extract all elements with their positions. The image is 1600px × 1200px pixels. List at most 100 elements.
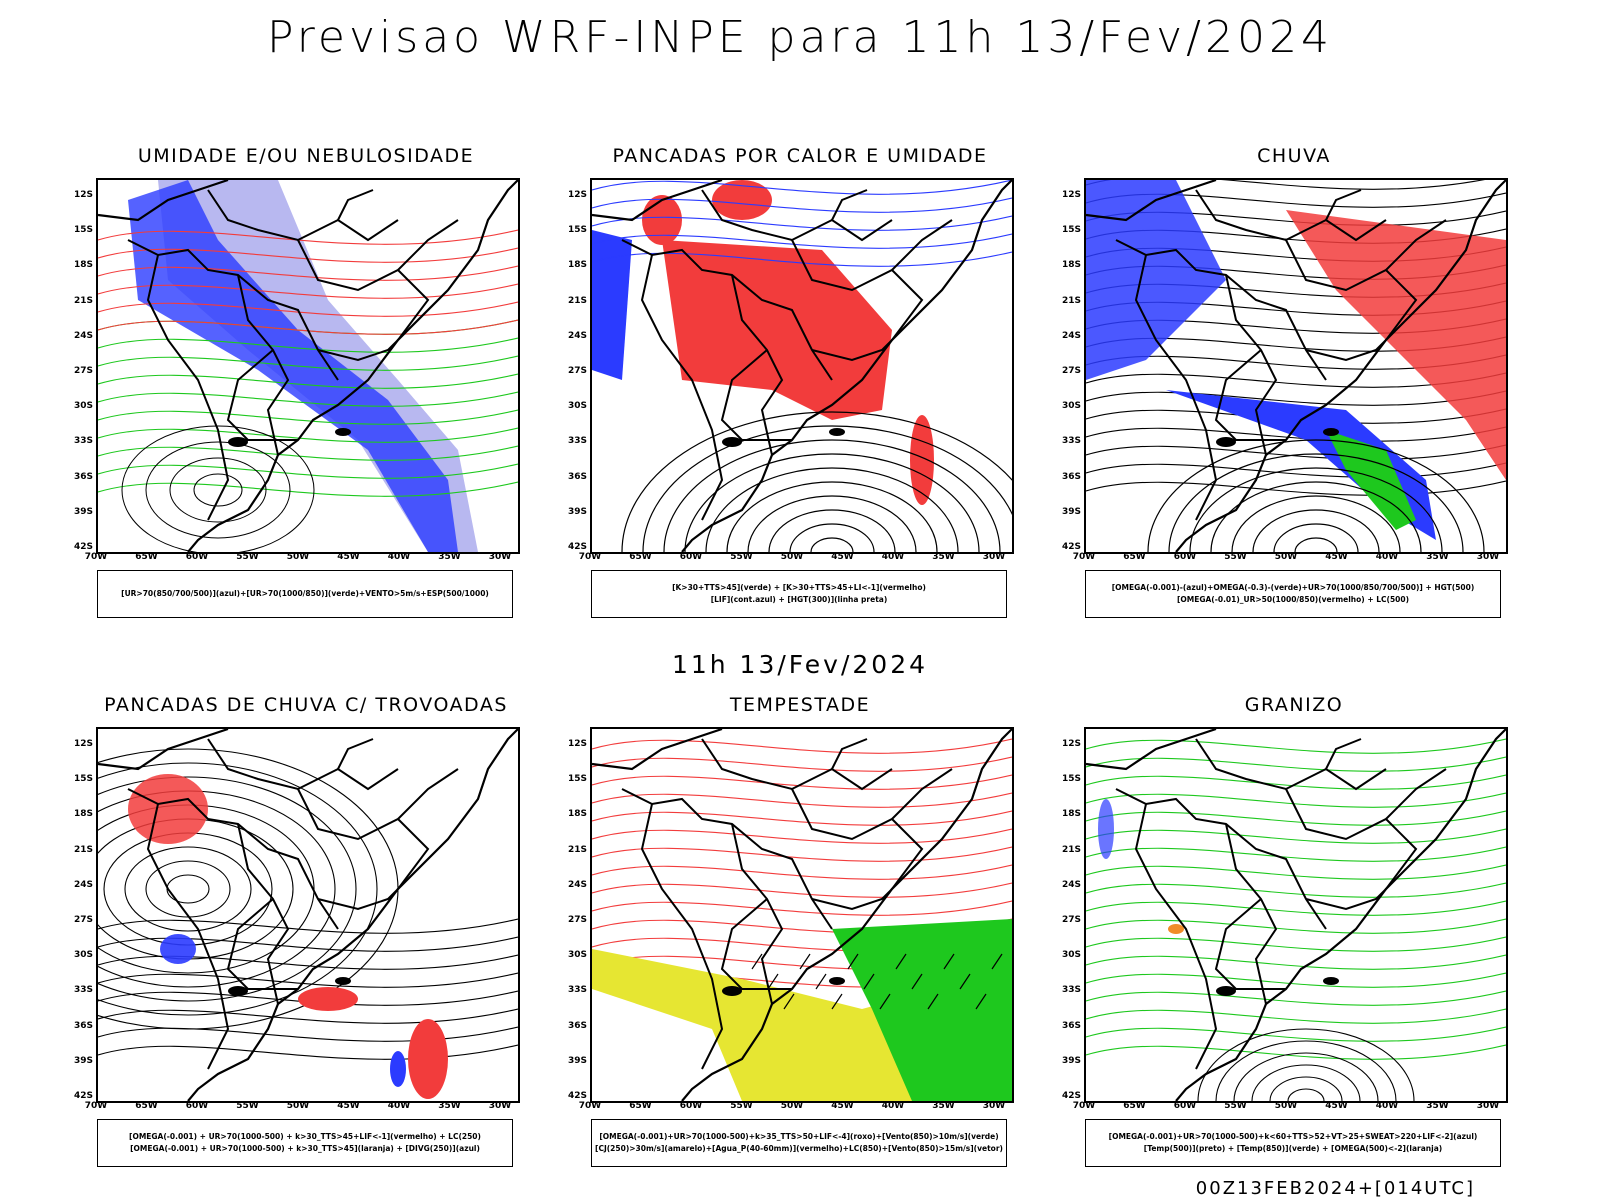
lat-label: 21S [1061, 295, 1081, 306]
lon-label: 55W [1224, 1101, 1247, 1111]
lat-label: 12S [567, 739, 587, 749]
lon-label: 65W [1123, 552, 1146, 562]
lat-label: 24S [1061, 879, 1081, 890]
main-title: Previsao WRF-INPE para 11h 13/Fev/2024 [267, 12, 1333, 63]
legend-line: [Temp(500)](preto) + [Temp(850)](verde) … [1143, 1144, 1443, 1153]
panel-title-granizo: GRANIZO [1244, 694, 1344, 716]
lat-label: 30S [73, 401, 93, 412]
legend-line: [OMEGA(-0.001)+UR>70(1000-500)+k<60+TTS>… [1108, 1132, 1478, 1141]
lon-label: 45W [337, 552, 360, 562]
lat-label: 12S [1061, 739, 1081, 749]
lat-label: 12S [1061, 190, 1081, 200]
lon-label: 30W [488, 1101, 512, 1111]
panel-title-chuva: CHUVA [1257, 145, 1331, 167]
lon-label: 40W [881, 552, 905, 562]
lat-label: 21S [567, 844, 587, 855]
lat-label: 18S [73, 809, 93, 820]
lon-label: 60W [679, 552, 703, 562]
lon-label: 30W [1476, 1101, 1500, 1111]
lon-label: 40W [387, 1101, 411, 1111]
lat-label: 21S [567, 295, 587, 306]
lon-label: 35W [438, 552, 461, 562]
map-graphic-pancadas-trovoadas [98, 729, 518, 1101]
map-umidade [96, 178, 520, 554]
legend-line: [UR>70(850/700/500)](azul)+[UR>70(1000/8… [121, 589, 489, 598]
lat-label: 18S [1061, 809, 1081, 820]
legend-line: [CJ(250)>30m/s](amarelo)+[Agua_P(40-60mm… [595, 1144, 1003, 1153]
lat-label: 27S [567, 366, 587, 376]
lon-label: 70W [84, 552, 108, 562]
lon-label: 40W [387, 552, 411, 562]
lon-label: 50W [780, 1101, 804, 1111]
map-pancadas-calor [590, 178, 1014, 554]
legend-line: [LIF](cont.azul) + [HGT(300)](linha pret… [710, 595, 888, 604]
lon-label: 70W [1072, 1101, 1096, 1111]
lat-label: 33S [567, 985, 587, 996]
legend-pancadas-trovoadas: [OMEGA(-0.001) + UR>70(1000-500) + k>30_… [97, 1119, 513, 1167]
lat-label: 15S [73, 225, 93, 236]
lon-label: 70W [578, 552, 602, 562]
legend-line: [OMEGA(-0.01)_UR>50(1000/850)(vermelho) … [1176, 595, 1410, 604]
lon-label: 65W [135, 552, 158, 562]
lat-label: 36S [73, 471, 93, 482]
lat-label: 36S [567, 1020, 587, 1031]
lat-label: 27S [1061, 915, 1081, 925]
lon-label: 70W [84, 1101, 108, 1111]
lat-label: 21S [73, 844, 93, 855]
lat-label: 27S [73, 915, 93, 925]
lon-label: 30W [1476, 552, 1500, 562]
lon-label: 35W [438, 1101, 461, 1111]
lat-label: 30S [567, 401, 587, 412]
lat-label: 18S [567, 260, 587, 271]
lat-label: 30S [1061, 950, 1081, 961]
lon-label: 45W [337, 1101, 360, 1111]
lat-label: 30S [567, 950, 587, 961]
lat-label: 12S [73, 190, 93, 200]
lat-label: 18S [1061, 260, 1081, 271]
lat-label: 42S [1061, 1091, 1081, 1101]
lon-label: 50W [780, 552, 804, 562]
panel-title-pancadas-calor: PANCADAS POR CALOR E UMIDADE [612, 145, 988, 167]
lon-label: 40W [881, 1101, 905, 1111]
lon-label: 40W [1375, 552, 1399, 562]
lat-label: 33S [73, 985, 93, 996]
lon-label: 70W [1072, 552, 1096, 562]
lon-label: 60W [679, 1101, 703, 1111]
lon-label: 40W [1375, 1101, 1399, 1111]
lat-label: 39S [73, 1055, 93, 1066]
lat-label: 36S [1061, 1020, 1081, 1031]
lat-label: 33S [567, 436, 587, 447]
lon-label: 45W [831, 552, 854, 562]
legend-tempestade: [OMEGA(-0.001)+UR>70(1000-500)+k>35_TTS>… [591, 1119, 1007, 1167]
lat-label: 33S [1061, 985, 1081, 996]
lon-label: 55W [1224, 552, 1247, 562]
lat-label: 36S [1061, 471, 1081, 482]
lon-label: 45W [1325, 552, 1348, 562]
legend-line: [K>30+TTS>45](verde) + [K>30+TTS>45+LI<-… [672, 583, 926, 592]
lon-label: 35W [932, 552, 955, 562]
lon-label: 55W [236, 1101, 259, 1111]
lon-label: 50W [1274, 1101, 1298, 1111]
panel-title-tempestade: TEMPESTADE [729, 694, 871, 716]
lon-label: 55W [730, 1101, 753, 1111]
lat-label: 27S [1061, 366, 1081, 376]
map-graphic-granizo [1086, 729, 1506, 1101]
panel-title-umidade: UMIDADE E/OU NEBULOSIDADE [137, 145, 475, 167]
lat-label: 24S [1061, 330, 1081, 341]
lon-label: 35W [1426, 1101, 1449, 1111]
lon-label: 65W [135, 1101, 158, 1111]
lat-label: 33S [1061, 436, 1081, 447]
lat-label: 27S [567, 915, 587, 925]
lat-label: 12S [73, 739, 93, 749]
forecast-time-label: 11h 13/Fev/2024 [671, 650, 929, 679]
legend-pancadas-calor: [K>30+TTS>45](verde) + [K>30+TTS>45+LI<-… [591, 570, 1007, 618]
lat-label: 42S [567, 542, 587, 552]
map-graphic-tempestade [592, 729, 1012, 1101]
lon-label: 45W [831, 1101, 854, 1111]
lat-label: 24S [73, 330, 93, 341]
panel-title-pancadas-trovoadas: PANCADAS DE CHUVA C/ TROVOADAS [104, 694, 508, 716]
lat-label: 39S [1061, 1055, 1081, 1066]
lon-label: 30W [488, 552, 512, 562]
run-timestamp: 00Z13FEB2024+[014UTC] [1195, 1178, 1475, 1199]
lat-label: 33S [73, 436, 93, 447]
